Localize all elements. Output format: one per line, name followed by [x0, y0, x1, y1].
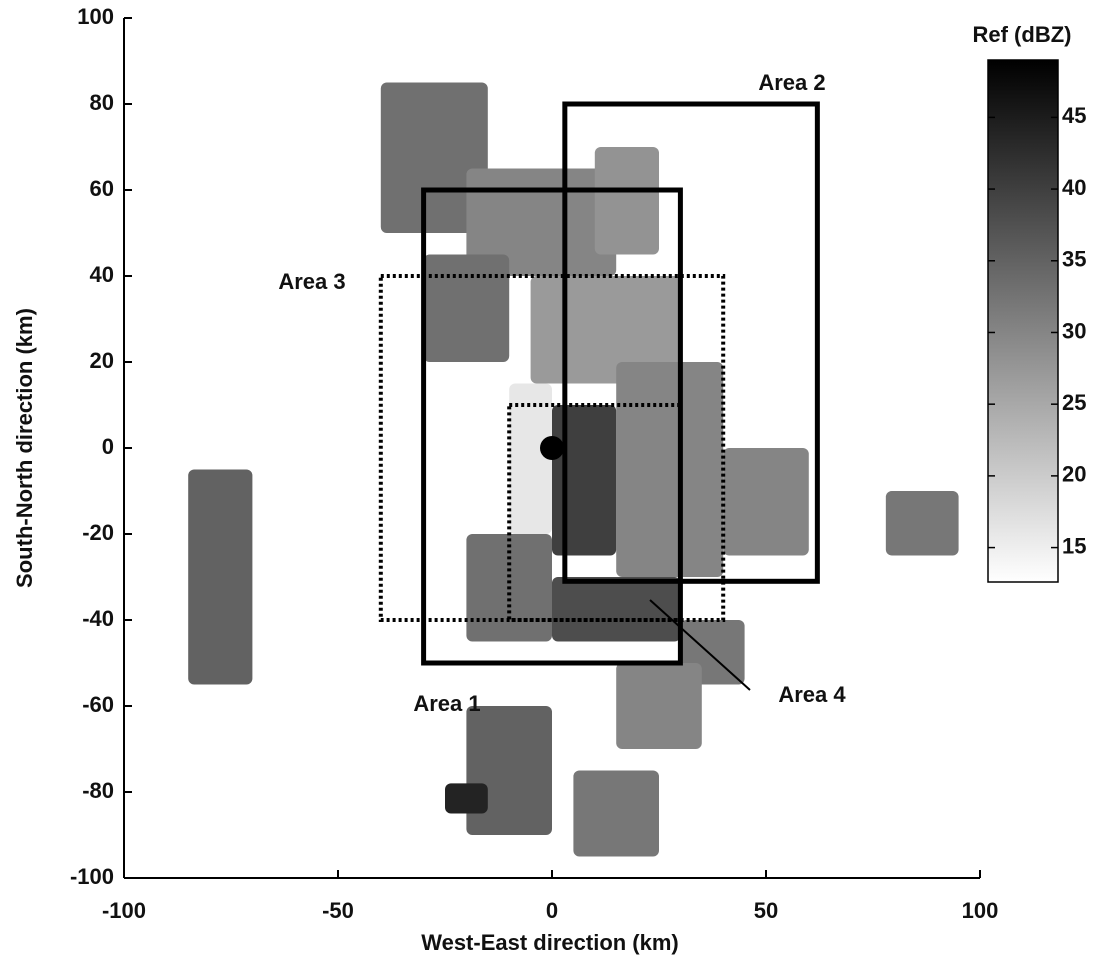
echo-patch [594, 147, 659, 255]
colorbar-tick-label: 30 [1062, 318, 1086, 343]
area-label: Area 3 [278, 269, 345, 294]
echo-patch [552, 405, 617, 556]
echo-patch [552, 577, 681, 642]
colorbar-tick-label: 40 [1062, 175, 1086, 200]
echo-patch [885, 491, 959, 556]
y-tick-label: 20 [90, 348, 114, 373]
y-tick-label: 80 [90, 90, 114, 115]
echo-patch [423, 254, 510, 362]
radar-site [540, 436, 564, 460]
colorbar-tick-label: 20 [1062, 462, 1086, 487]
colorbar-tick-label: 45 [1062, 103, 1086, 128]
echo-patch [445, 783, 488, 814]
y-tick-label: -100 [70, 864, 114, 889]
x-tick-label: 0 [546, 898, 558, 923]
y-tick-label: -20 [82, 520, 114, 545]
area-label: Area 4 [778, 682, 846, 707]
echo-patch [530, 276, 681, 384]
y-axis-label: South-North direction (km) [12, 308, 37, 588]
x-axis-label: West-East direction (km) [421, 930, 679, 955]
y-tick-label: 0 [102, 434, 114, 459]
colorbar-tick-label: 35 [1062, 247, 1086, 272]
echo-patch [616, 362, 724, 577]
y-tick-label: 100 [77, 4, 114, 29]
area-label: Area 1 [413, 691, 480, 716]
y-tick-label: 40 [90, 262, 114, 287]
x-tick-label: 100 [962, 898, 999, 923]
colorbar-tick-label: 15 [1062, 533, 1086, 558]
colorbar-tick-label: 25 [1062, 390, 1086, 415]
area-box [378, 274, 726, 622]
y-tick-label: 60 [90, 176, 114, 201]
x-tick-label: 50 [754, 898, 778, 923]
y-tick-label: -40 [82, 606, 114, 631]
echo-patch [573, 770, 659, 857]
area-label: Area 2 [758, 70, 825, 95]
echo-patch [380, 82, 488, 233]
y-tick-label: -80 [82, 778, 114, 803]
echo-patch [466, 706, 552, 835]
echo-patch [723, 448, 809, 556]
echo-patch [466, 168, 617, 276]
echo-patch [188, 469, 253, 685]
x-tick-label: -100 [102, 898, 146, 923]
y-tick-label: -60 [82, 692, 114, 717]
colorbar-label: Ref (dBZ) [973, 22, 1072, 47]
leader-line [649, 599, 751, 691]
colorbar [987, 59, 1059, 583]
area-box [507, 403, 683, 622]
echo-patch [509, 383, 552, 534]
x-tick-label: -50 [322, 898, 354, 923]
echo-patch [616, 663, 702, 749]
area-box [562, 101, 820, 584]
